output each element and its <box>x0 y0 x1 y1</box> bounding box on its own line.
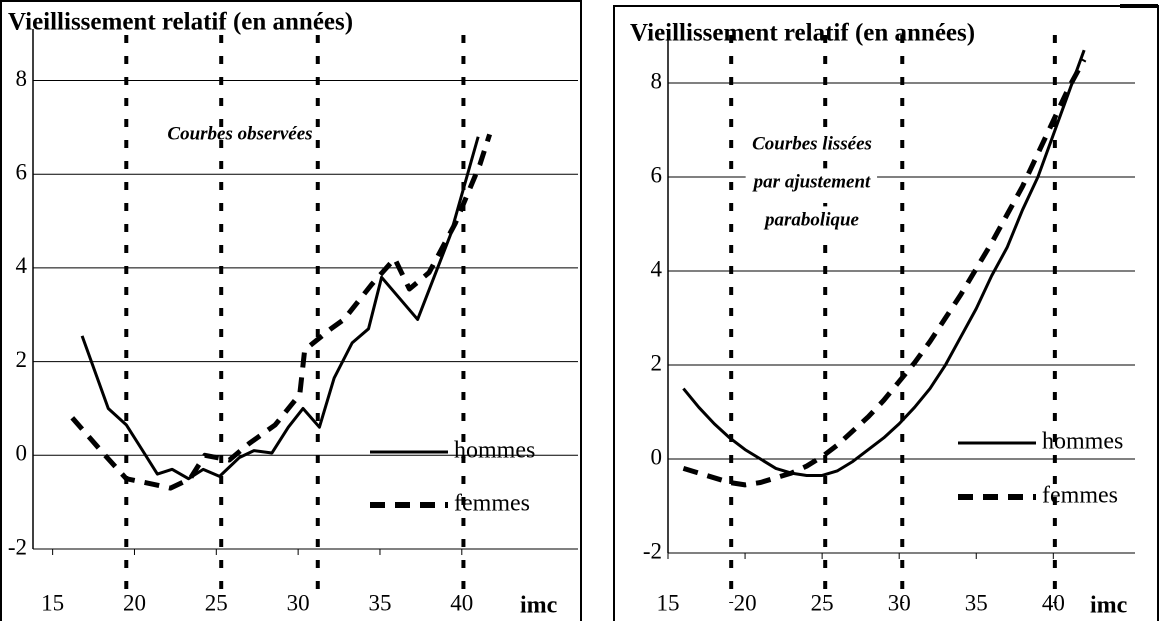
x-tick-label: 15 <box>657 590 680 615</box>
y-tick-label: 0 <box>16 441 28 466</box>
annotation-bg <box>757 206 866 234</box>
y-tick-label: -2 <box>643 538 662 563</box>
y-tick-label: 4 <box>651 256 663 281</box>
y-tick-label: 8 <box>16 66 28 91</box>
y-tick-label: 2 <box>16 347 28 372</box>
x-tick-label: 15 <box>41 590 64 615</box>
x-tick-label: 25 <box>205 590 228 615</box>
legend-label: femmes <box>1042 483 1118 509</box>
y-tick-label: 6 <box>16 160 28 185</box>
x-tick-label: 20 <box>123 590 146 615</box>
annotation: parabolique <box>763 209 860 230</box>
series-line <box>682 58 1087 488</box>
frame <box>613 5 1159 621</box>
legend-label: hommes <box>454 438 535 464</box>
y-tick-label: 0 <box>651 444 663 469</box>
frame <box>0 0 582 621</box>
x-axis-label: imc <box>1090 593 1128 619</box>
chart-title: Vieillissement relatif (en années) <box>630 20 975 47</box>
y-tick-label: 4 <box>16 253 28 278</box>
y-tick-label: 6 <box>651 162 663 187</box>
chart-title: Vieillissement relatif (en années) <box>8 9 353 36</box>
annotation: Courbes lissées <box>752 133 872 154</box>
x-tick-label: 25 <box>811 590 834 615</box>
x-axis-label: imc <box>520 593 558 619</box>
annotation-bg <box>746 130 878 158</box>
y-tick-label: -2 <box>8 534 27 559</box>
series-line <box>80 136 480 481</box>
x-tick-label: 30 <box>888 590 911 615</box>
series-line <box>70 133 493 491</box>
x-tick-label: 40 <box>450 590 473 615</box>
x-tick-label: 35 <box>965 590 988 615</box>
y-tick-label: 2 <box>651 350 663 375</box>
x-tick-label: 35 <box>368 590 391 615</box>
annotation-bg <box>745 168 878 196</box>
series-line <box>682 49 1086 477</box>
x-tick-label: 30 <box>287 590 310 615</box>
legend-label: hommes <box>1042 429 1123 455</box>
legend-label: femmes <box>454 491 530 517</box>
annotation: par ajustement <box>752 171 871 192</box>
x-tick-label: 20 <box>734 590 757 615</box>
annotation: Courbes observées <box>167 123 312 144</box>
y-tick-label: 8 <box>651 68 663 93</box>
